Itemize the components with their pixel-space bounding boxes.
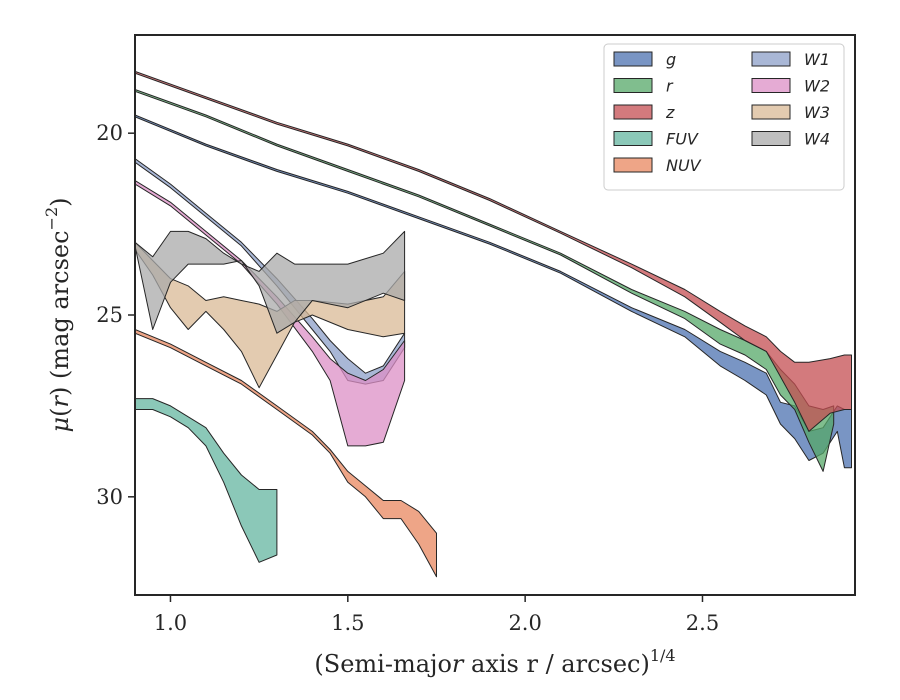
x-tick-label: 1.0 bbox=[154, 611, 187, 635]
legend-swatch-w4 bbox=[751, 131, 791, 146]
legend-label-w3: W3 bbox=[804, 103, 830, 122]
y-axis-label-variable: r bbox=[46, 395, 74, 408]
series-layer bbox=[135, 70, 852, 578]
y-axis-label: μ(r) (mag arcsec−2) bbox=[42, 197, 74, 432]
y-tick-label: 20 bbox=[96, 121, 123, 145]
legend: grz FUV NUV W1 W2 W3 W4 bbox=[603, 43, 845, 191]
legend-label-z: z bbox=[665, 103, 675, 122]
legend-swatch-nuv bbox=[613, 157, 653, 173]
y-axis-label-symbol: μ bbox=[46, 417, 74, 433]
legend-swatch-w2 bbox=[751, 78, 791, 93]
legend-label-w2: W2 bbox=[804, 77, 830, 96]
y-axis-label-close: ) bbox=[46, 197, 74, 206]
legend-label-r: r bbox=[666, 77, 674, 96]
y-tick-label: 25 bbox=[96, 303, 123, 327]
x-axis-label-variable: r bbox=[452, 650, 465, 678]
x-tick-label: 2.0 bbox=[508, 611, 541, 635]
legend-label-g: g bbox=[666, 50, 676, 69]
y-axis-label-exponent: −2 bbox=[42, 207, 61, 231]
legend-label-w4: W4 bbox=[804, 130, 830, 149]
y-axis-label-text: ( bbox=[46, 408, 74, 417]
legend-swatch-r bbox=[613, 78, 653, 93]
legend-swatch-w3 bbox=[751, 104, 791, 120]
series-band-nuv bbox=[135, 329, 437, 578]
series-band-g bbox=[135, 114, 852, 469]
y-tick-label: 30 bbox=[96, 485, 123, 509]
x-axis-label-text: (Semi-majo bbox=[314, 650, 452, 678]
legend-swatch-g bbox=[613, 51, 653, 67]
legend-swatch-z bbox=[613, 104, 653, 120]
series-band-z bbox=[135, 70, 852, 432]
x-tick-label: 2.5 bbox=[686, 611, 719, 635]
ticks-layer: 1.0 1.5 2.0 2.5 20 25 30 bbox=[96, 121, 719, 635]
x-axis-label-rest: axis r / arcsec) bbox=[463, 650, 649, 678]
x-axis-label: (Semi-major axis r / arcsec)1/4 bbox=[314, 646, 675, 678]
legend-swatch-fuv bbox=[613, 131, 653, 146]
x-tick-label: 1.5 bbox=[331, 611, 364, 635]
legend-label-nuv: NUV bbox=[666, 156, 702, 175]
legend-swatch-w1 bbox=[751, 51, 791, 67]
series-band-fuv bbox=[135, 398, 278, 563]
series-band-w4 bbox=[135, 230, 406, 334]
legend-label-w1: W1 bbox=[804, 50, 830, 69]
legend-label-fuv: FUV bbox=[666, 130, 699, 149]
y-axis-label-rest: ) (mag arcsec bbox=[46, 230, 74, 396]
series-band-r bbox=[135, 89, 835, 472]
x-axis-label-exponent: 1/4 bbox=[650, 646, 676, 665]
